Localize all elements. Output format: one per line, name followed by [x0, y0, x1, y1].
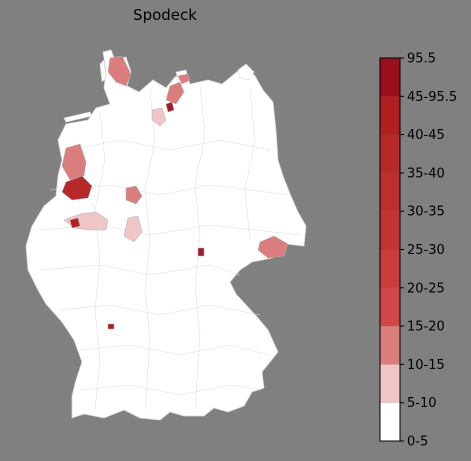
- legend-swatch-0-5: [380, 402, 400, 441]
- legend-tick-label: 0-5: [407, 435, 428, 450]
- legend-tick-label: 25-30: [407, 243, 445, 258]
- region-kassel: [123, 215, 143, 243]
- legend-tick-label: 95.5: [407, 52, 436, 67]
- legend-tick-label: 20-25: [407, 281, 445, 296]
- legend-tick-label: 35-40: [407, 166, 445, 181]
- legend-tick-label: 40-45: [407, 128, 445, 143]
- legend-swatch-10-15: [380, 326, 400, 365]
- region-dresden: [257, 235, 289, 259]
- region-hamburg-south: [151, 107, 167, 127]
- island-ruegen: [237, 63, 255, 81]
- legend-swatch-5-10: [380, 364, 400, 403]
- region-osnabrueck: [61, 175, 93, 201]
- region-halle: [197, 247, 205, 257]
- islands-frisian: [63, 111, 93, 123]
- map-title: Spodeck: [133, 6, 197, 24]
- legend-swatch-top: [380, 58, 400, 97]
- island-sylt: [99, 59, 107, 83]
- legend-swatches: [380, 58, 400, 441]
- germany-outline: [25, 49, 307, 421]
- legend-swatch-25-30: [380, 211, 400, 250]
- region-luebeck: [165, 81, 185, 105]
- legend-tick-label: 15-20: [407, 320, 445, 335]
- highlighted-regions: [61, 55, 289, 330]
- legend-swatch-15-20: [380, 287, 400, 327]
- legend-tick-label: 5-10: [407, 396, 437, 411]
- legend-tick-label: 10-15: [407, 358, 445, 373]
- region-kiel: [177, 73, 191, 85]
- region-bielefeld: [125, 185, 143, 205]
- region-emsland: [61, 143, 87, 181]
- region-duisburg: [69, 217, 81, 229]
- legend-swatch-30-35: [380, 172, 400, 212]
- region-luebeck-small: [165, 101, 175, 113]
- region-schleswig-north: [107, 55, 132, 87]
- legend-tick-label: 30-35: [407, 205, 445, 220]
- legend-tick-label: 45-95.5: [407, 90, 457, 105]
- legend-ticks: 0-5 5-10 10-15 15-20 20-25 25-30 30-35 35-40 40-…: [400, 52, 457, 450]
- region-mannheim: [107, 323, 115, 330]
- legend-swatch-40-45: [380, 96, 400, 135]
- legend-swatch-35-40: [380, 134, 400, 173]
- legend-swatch-20-25: [380, 249, 400, 288]
